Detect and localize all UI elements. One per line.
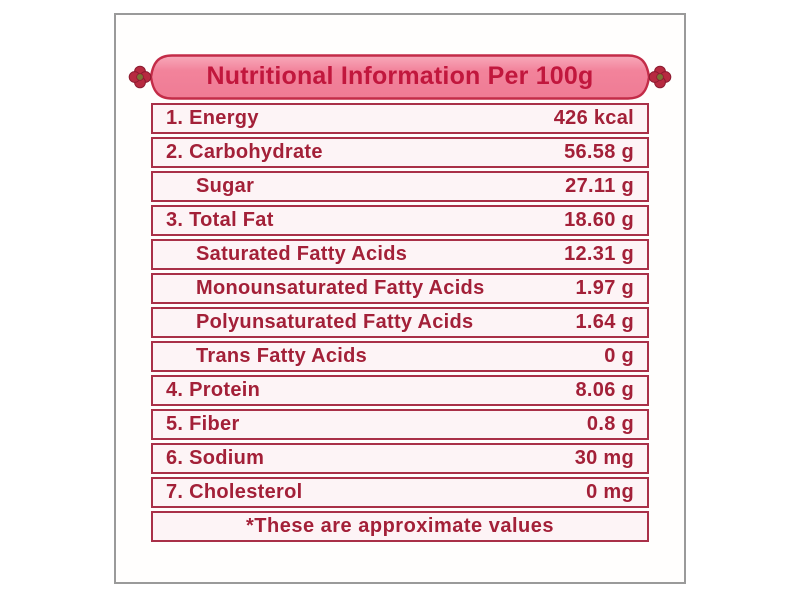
- table-row: Saturated Fatty Acids 12.31 g: [151, 239, 649, 270]
- footnote-text: *These are approximate values: [246, 515, 554, 537]
- row-label: 3. Total Fat: [166, 209, 274, 231]
- row-label: 5. Fiber: [166, 413, 240, 435]
- row-label: Trans Fatty Acids: [196, 345, 368, 367]
- row-label: 4. Protein: [166, 379, 261, 401]
- table-row: 1. Energy 426 kcal: [151, 103, 649, 134]
- quatrefoil-ornament-icon: [128, 65, 152, 89]
- table-row: 7. Cholesterol 0 mg: [151, 477, 649, 508]
- row-label: Saturated Fatty Acids: [196, 243, 408, 265]
- row-value: 12.31 g: [564, 243, 634, 265]
- table-row: 2. Carbohydrate 56.58 g: [151, 137, 649, 168]
- table-row: Monounsaturated Fatty Acids 1.97 g: [151, 273, 649, 304]
- row-value: 0.8 g: [586, 413, 634, 435]
- quatrefoil-ornament-icon: [648, 65, 672, 89]
- title-banner: Nutritional Information Per 100g: [128, 54, 672, 100]
- ribbon-shape-path: [149, 54, 651, 100]
- row-label: Polyunsaturated Fatty Acids: [196, 311, 474, 333]
- banner-title: Nutritional Information Per 100g: [206, 61, 594, 90]
- nutrition-table: 1. Energy 426 kcal 2. Carbohydrate 56.58…: [151, 103, 649, 542]
- table-row: 4. Protein 8.06 g: [151, 375, 649, 406]
- table-row: 5. Fiber 0.8 g: [151, 409, 649, 440]
- row-label: 7. Cholesterol: [166, 481, 303, 503]
- row-label: Sugar: [196, 175, 255, 197]
- row-label: 1. Energy: [166, 107, 259, 129]
- row-value: 27.11 g: [565, 175, 634, 197]
- table-row: Trans Fatty Acids 0 g: [151, 341, 649, 372]
- table-row: 6. Sodium 30 mg: [151, 443, 649, 474]
- row-value: 426 kcal: [553, 107, 634, 129]
- table-row: Polyunsaturated Fatty Acids 1.64 g: [151, 307, 649, 338]
- row-value: 1.97 g: [575, 277, 634, 299]
- row-value: 1.64 g: [575, 311, 634, 333]
- row-value: 18.60 g: [564, 209, 634, 231]
- ribbon-banner-shape: [128, 54, 672, 100]
- row-label: Monounsaturated Fatty Acids: [196, 277, 485, 299]
- row-value: 0 mg: [586, 481, 634, 503]
- table-row: 3. Total Fat 18.60 g: [151, 205, 649, 236]
- row-label: 2. Carbohydrate: [166, 141, 323, 163]
- table-row: Sugar 27.11 g: [151, 171, 649, 202]
- row-value: 8.06 g: [575, 379, 634, 401]
- row-value: 0 g: [604, 345, 634, 367]
- row-label: 6. Sodium: [166, 447, 265, 469]
- nutrition-label-card: Nutritional Information Per 100g 1. Ener…: [114, 13, 686, 584]
- row-value: 56.58 g: [564, 141, 634, 163]
- row-value: 30 mg: [574, 447, 634, 469]
- footnote-row: *These are approximate values: [151, 511, 649, 542]
